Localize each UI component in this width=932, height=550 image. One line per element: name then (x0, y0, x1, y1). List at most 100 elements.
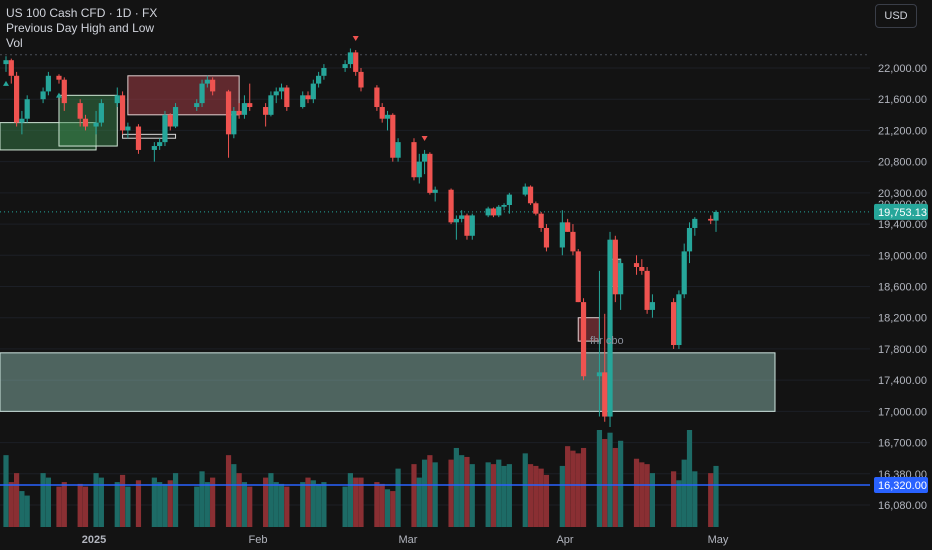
volume-bar (432, 462, 438, 527)
volume-bar (427, 455, 433, 527)
volume-bar (204, 482, 210, 527)
candle-body (167, 114, 173, 127)
candle-body (353, 52, 359, 72)
candle-body (61, 79, 67, 104)
price-tick: 19,000.00 (878, 250, 927, 262)
time-axis-background (0, 528, 932, 550)
candle-body (533, 203, 539, 214)
volume-bar (210, 477, 216, 527)
volume-bar (506, 464, 512, 527)
candle-body (427, 153, 433, 193)
volume-bar (379, 483, 385, 527)
candle-body (114, 95, 120, 104)
volume-bar (278, 483, 285, 527)
volume-bar (485, 462, 491, 527)
volume-bar (8, 482, 14, 527)
volume-bar (570, 450, 576, 527)
volume-bar (538, 468, 544, 527)
volume-bar (316, 483, 322, 527)
indicator-volume[interactable]: Vol (6, 36, 23, 50)
volume-bars (3, 430, 719, 527)
candle-body (3, 60, 9, 65)
volume-bar (607, 432, 613, 527)
volume-bar (167, 480, 173, 527)
candle-body (453, 218, 459, 223)
volume-bar (453, 447, 459, 527)
volume-bar (602, 438, 608, 527)
candle-body (305, 95, 311, 100)
blue-level-badge (874, 477, 928, 493)
candle-body (713, 211, 719, 221)
candle-body (522, 186, 528, 195)
volume-bar (157, 482, 163, 527)
candle-body (384, 114, 391, 119)
candle-body (24, 99, 30, 119)
candle-body (580, 302, 587, 377)
candle-body (273, 91, 279, 96)
candle-body (543, 227, 550, 248)
volume-bar (125, 486, 131, 527)
candles: fhr cbo (3, 48, 719, 427)
volume-bar (384, 489, 391, 527)
candle-body (358, 71, 364, 88)
candle-body (268, 95, 274, 115)
candle-body (633, 263, 640, 267)
price-tick: 20,300.00 (878, 188, 927, 200)
volume-bar (151, 477, 157, 527)
volume-bar (77, 483, 83, 527)
price-tick: 17,800.00 (878, 344, 927, 356)
candle-body (459, 215, 465, 219)
volume-bar (19, 491, 25, 527)
volume-bar (56, 486, 62, 527)
volume-bar (263, 477, 269, 527)
candle-body (300, 95, 306, 108)
candle-body (56, 75, 62, 80)
candle-body (231, 110, 237, 135)
currency-button[interactable]: USD (875, 4, 917, 28)
volume-bar (353, 477, 359, 527)
candle-body (321, 68, 327, 76)
candle-body (501, 204, 507, 207)
volume-bar (490, 464, 497, 527)
time-label: 2025 (82, 534, 106, 546)
volume-bar (612, 447, 618, 527)
candle-body (284, 87, 290, 108)
volume-bar (416, 477, 422, 527)
volume-bar (575, 453, 581, 527)
price-tick: 22,000.00 (878, 63, 927, 75)
candle-body (379, 107, 385, 119)
candle-body (13, 75, 20, 123)
candle-body (342, 64, 348, 68)
current-price-label: 19,753.13 (878, 207, 927, 219)
candle-body (19, 118, 25, 123)
candle-body (607, 239, 613, 417)
volume-bar (45, 477, 51, 527)
time-label: Mar (399, 534, 418, 546)
volume-bar (268, 473, 274, 527)
candle-body (278, 87, 285, 92)
candle-body (151, 146, 157, 150)
candle-body (559, 222, 565, 248)
volume-bar (82, 486, 89, 527)
candle-body (644, 270, 650, 310)
candle-body (194, 103, 200, 108)
volume-bar (644, 464, 650, 527)
price-tick: 20,800.00 (878, 157, 927, 169)
price-tick: 17,400.00 (878, 375, 927, 387)
volume-bar (300, 482, 306, 527)
volume-bar (496, 459, 502, 527)
candle-body (135, 126, 142, 150)
indicator-previous-day[interactable]: Previous Day High and Low (6, 21, 155, 35)
candle-body (199, 83, 205, 104)
candle-body (162, 114, 168, 143)
volume-bar (618, 440, 624, 527)
time-label: Feb (249, 534, 268, 546)
volume-bar (713, 465, 719, 527)
marker-up-icon (55, 92, 62, 98)
volume-bar (310, 480, 316, 527)
highlight-zones (0, 75, 776, 412)
candle-body (204, 79, 210, 84)
volume-bar (596, 430, 603, 527)
price-tick: 16,700.00 (878, 438, 927, 450)
